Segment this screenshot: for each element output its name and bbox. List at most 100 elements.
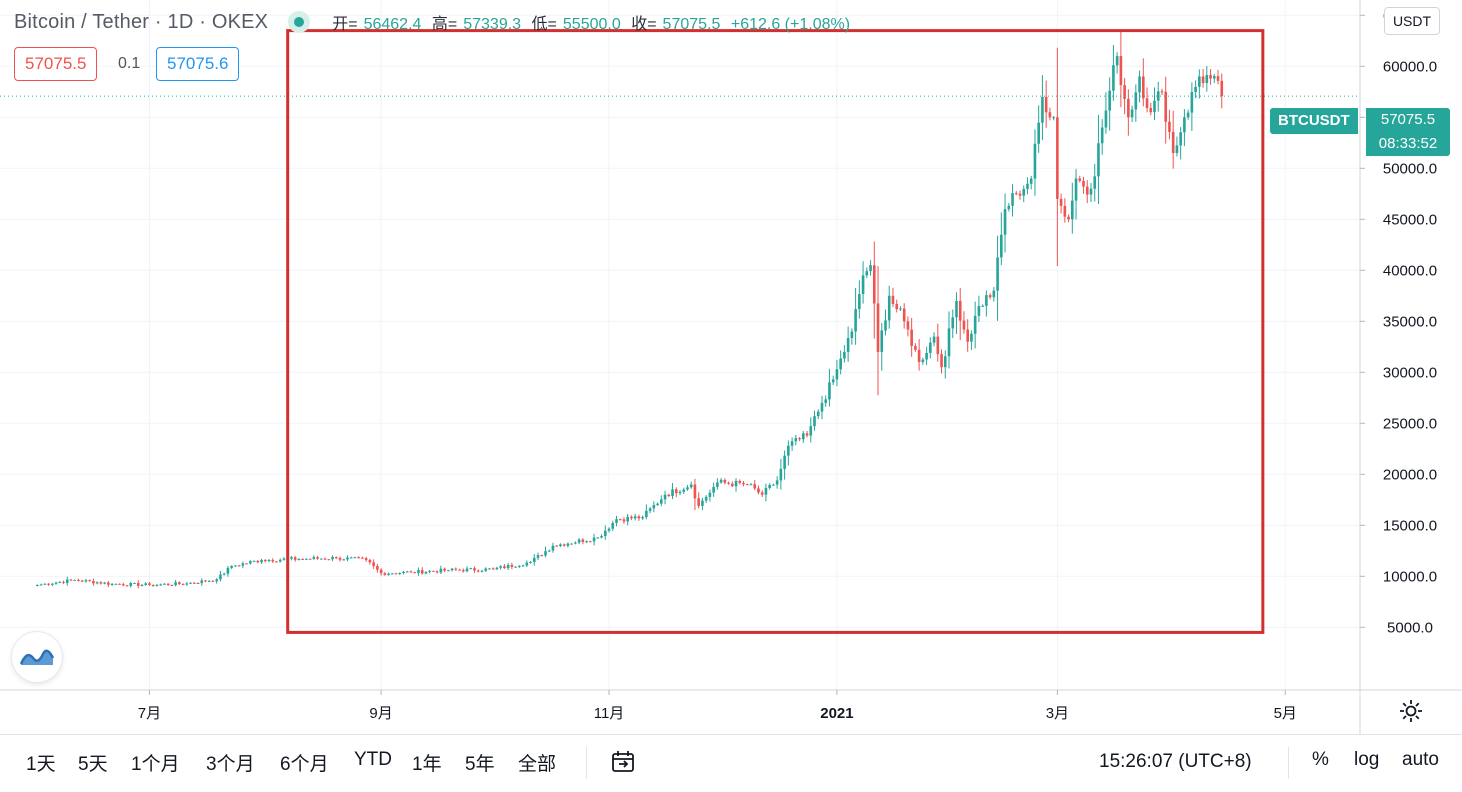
candle-body [376, 566, 379, 570]
candle-body [615, 519, 618, 523]
candle-body [958, 300, 962, 321]
candle-body [1145, 98, 1149, 109]
candle-body [1186, 112, 1190, 118]
buy-price-button[interactable]: 57075.6 [156, 47, 240, 81]
candle-body [271, 559, 275, 562]
candle-body [555, 545, 559, 547]
candle-body [861, 275, 865, 295]
candle-body [648, 508, 652, 511]
candle-body [917, 349, 921, 363]
candle-body [1056, 117, 1059, 199]
candle-body [570, 543, 573, 545]
candle-body [405, 571, 409, 573]
candle-body [51, 583, 54, 585]
price-axis[interactable]: 5000.0 10000.0 15000.0 20000.0 25000.0 30000.… [1360, 7, 1437, 636]
candle-body [88, 580, 91, 582]
candle-body [133, 582, 136, 584]
candle-body [891, 295, 895, 304]
candle-body [222, 573, 226, 575]
candle-body [1115, 56, 1119, 66]
y-tick-label: 25000.0 [1383, 415, 1437, 432]
candle-body [73, 579, 77, 581]
timezone-clock[interactable]: 15:26:07 (UTC+8) [1099, 751, 1252, 772]
candle-body [562, 544, 566, 546]
percent-scale-button[interactable]: % [1312, 749, 1329, 770]
candle-body [1082, 180, 1085, 187]
candle-body [80, 580, 84, 582]
sell-price-button[interactable]: 57075.5 [14, 47, 98, 81]
candle-body [1003, 209, 1007, 235]
x-tick-label: 3月 [1046, 705, 1069, 722]
candle-body [192, 582, 196, 584]
candle-body [973, 315, 977, 334]
candle-body [402, 571, 405, 574]
candle-body [1067, 216, 1070, 220]
log-scale-button[interactable]: log [1354, 749, 1380, 770]
candle-body [514, 566, 517, 568]
candle-body [226, 567, 230, 574]
candle-body [906, 321, 910, 330]
candle-body [196, 583, 200, 585]
candle-body [518, 565, 521, 567]
candle-body [1216, 76, 1220, 81]
candle-body [65, 579, 69, 583]
candle-body [84, 580, 88, 582]
high-value: 57339.3 [463, 16, 522, 33]
candle-body [719, 479, 723, 483]
candle-body [178, 582, 181, 584]
currency-button[interactable]: USDT [1384, 7, 1440, 35]
gear-icon[interactable] [1398, 698, 1424, 724]
candle-body [435, 571, 439, 573]
candle-body [151, 584, 155, 586]
candle-body [723, 479, 727, 483]
range-1d-button[interactable]: 1天 [26, 754, 56, 775]
range-5d-button[interactable]: 5天 [78, 754, 108, 775]
range-3m-button[interactable]: 3个月 [206, 754, 255, 775]
go-to-date-icon[interactable] [611, 749, 637, 775]
candle-body [1171, 131, 1175, 153]
range-5y-button[interactable]: 5年 [465, 754, 495, 775]
range-1y-button[interactable]: 1年 [412, 754, 442, 775]
candle-body [704, 496, 708, 501]
candle-body [622, 519, 626, 522]
candle-body [129, 582, 133, 586]
candle-body [432, 570, 435, 572]
candle-body [290, 557, 293, 559]
candle-body [39, 584, 43, 586]
range-all-button[interactable]: 全部 [518, 754, 557, 775]
tradingview-logo-icon[interactable] [12, 632, 62, 682]
candle-body [342, 559, 346, 561]
range-6m-button[interactable]: 6个月 [280, 754, 329, 775]
candle-body [794, 438, 798, 442]
candle-body [816, 411, 820, 417]
candle-body [1112, 65, 1115, 91]
candle-body [499, 566, 502, 568]
candle-body [372, 562, 375, 567]
range-1m-button[interactable]: 1个月 [131, 754, 180, 775]
candle-body [107, 582, 110, 585]
candle-body [663, 494, 667, 500]
candle-body [383, 573, 387, 575]
range-ytd-button[interactable]: YTD [354, 749, 392, 770]
candle-body [469, 568, 473, 570]
candle-body [1100, 127, 1104, 144]
candle-body [607, 528, 611, 531]
candle-body [589, 541, 592, 543]
symbol-title[interactable]: Bitcoin / Tether · 1D · OKEX [14, 10, 269, 33]
candle-body [731, 483, 734, 487]
time-axis[interactable]: 7月 9月 11月 2021 3月 5月 [138, 690, 1297, 722]
candle-body [1037, 122, 1040, 144]
candle-body [884, 320, 887, 331]
auto-scale-button[interactable]: auto [1402, 749, 1439, 770]
candle-body [174, 582, 177, 586]
candle-body [667, 494, 671, 497]
candle-body [237, 565, 241, 567]
candle-body [943, 356, 947, 368]
candle-body [712, 486, 715, 493]
candle-body [215, 579, 219, 582]
candle-body [577, 539, 581, 543]
candle-body [596, 537, 600, 539]
candle-body [678, 491, 682, 494]
change-value: +612.6 (+1.08%) [730, 16, 851, 33]
